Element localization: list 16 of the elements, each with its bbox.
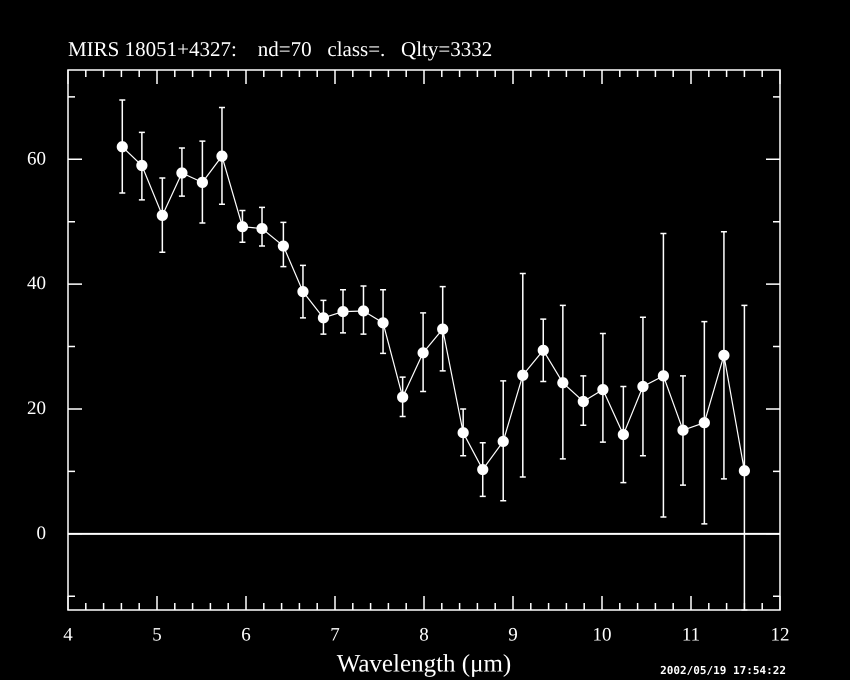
text: 2002/05/19 17:54:22 [660, 664, 786, 677]
x-tick-label: 6 [241, 624, 251, 646]
x-tick-label: 8 [419, 624, 429, 646]
x-tick-label: 7 [330, 624, 340, 646]
y-tick-label: 0 [36, 522, 46, 544]
x-tick-label: 12 [770, 624, 790, 646]
y-tick-label: 60 [27, 148, 46, 170]
x-tick-label: 4 [63, 624, 74, 646]
chart-title: MIRS 18051+4327: nd=70 class=. Qlty=3332 [68, 37, 492, 61]
x-tick-label: 11 [682, 624, 700, 646]
x-tick-label: 10 [592, 624, 612, 646]
x-tick-label: 5 [152, 624, 162, 646]
y-tick-label: 40 [27, 273, 46, 294]
x-tick-label: 9 [508, 624, 518, 646]
x-axis-title: Wavelength (μm) [336, 650, 512, 678]
y-tick-label: 20 [27, 398, 46, 419]
